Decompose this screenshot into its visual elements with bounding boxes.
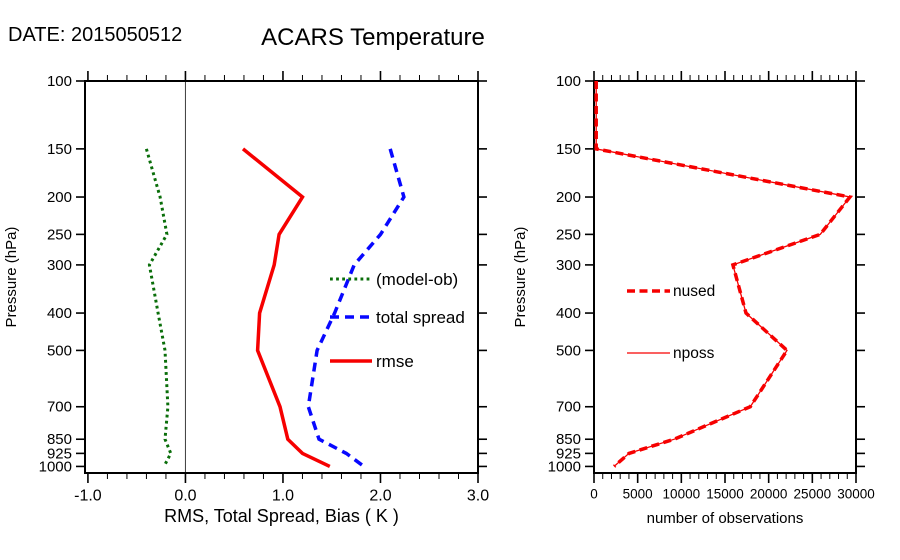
legend-label: rmse: [376, 352, 414, 371]
y-tick-label: 200: [556, 189, 581, 206]
x-axis-label: RMS, Total Spread, Bias ( K ): [164, 506, 399, 526]
y-tick-label: 100: [47, 73, 72, 90]
y-tick-label: 850: [47, 431, 72, 448]
y-tick-label: 300: [47, 257, 72, 274]
y-tick-label: 100: [556, 73, 581, 90]
series-line-nposs: [595, 81, 852, 467]
x-tick-label: 30000: [837, 487, 875, 502]
series-line-modelob: [144, 148, 173, 468]
y-tick-label: 500: [47, 342, 72, 359]
y-tick-label: 150: [556, 141, 581, 158]
legend-label: total spread: [376, 308, 465, 327]
x-tick-label: 3.0: [467, 488, 489, 505]
x-tick-label: 25000: [794, 487, 832, 502]
date-label: DATE: 2015050512: [8, 24, 183, 46]
series-line-nused: [594, 81, 854, 468]
x-tick-label: 0.0: [174, 488, 196, 505]
figure-title: ACARS Temperature: [261, 24, 485, 51]
x-tick-label: 15000: [706, 487, 744, 502]
x-tick-label: 20000: [750, 487, 788, 502]
x-axis-label: number of observations: [647, 510, 804, 527]
y-tick-label: 925: [47, 445, 72, 462]
legend-label: (model-ob): [376, 270, 458, 289]
x-tick-label: 2.0: [369, 488, 391, 505]
y-tick-label: 850: [556, 431, 581, 448]
x-tick-label: 10000: [663, 487, 701, 502]
y-tick-label: 700: [556, 399, 581, 416]
y-tick-label: 400: [556, 305, 581, 322]
x-tick-label: -1.0: [74, 488, 102, 505]
y-axis-label: Pressure (hPa): [512, 227, 529, 328]
plot-frame: [84, 80, 479, 474]
y-axis-label: Pressure (hPa): [3, 227, 20, 328]
y-tick-label: 250: [556, 226, 581, 243]
x-tick-label: 5000: [623, 487, 653, 502]
y-tick-label: 200: [47, 189, 72, 206]
y-tick-label: 1000: [39, 458, 72, 475]
x-tick-label: 0: [590, 487, 598, 502]
series-line-rmse: [241, 147, 331, 468]
legend-label: nused: [673, 283, 715, 300]
y-tick-label: 250: [47, 226, 72, 243]
y-tick-label: 925: [556, 445, 581, 462]
y-tick-label: 300: [556, 257, 581, 274]
series-line-total-spread: [306, 148, 406, 468]
y-tick-label: 1000: [548, 458, 581, 475]
plot-frame: [593, 80, 857, 474]
y-tick-label: 400: [47, 305, 72, 322]
x-tick-label: 1.0: [272, 488, 294, 505]
y-tick-label: 500: [556, 342, 581, 359]
y-tick-label: 700: [47, 399, 72, 416]
legend-label: nposs: [673, 345, 715, 362]
y-tick-label: 150: [47, 141, 72, 158]
